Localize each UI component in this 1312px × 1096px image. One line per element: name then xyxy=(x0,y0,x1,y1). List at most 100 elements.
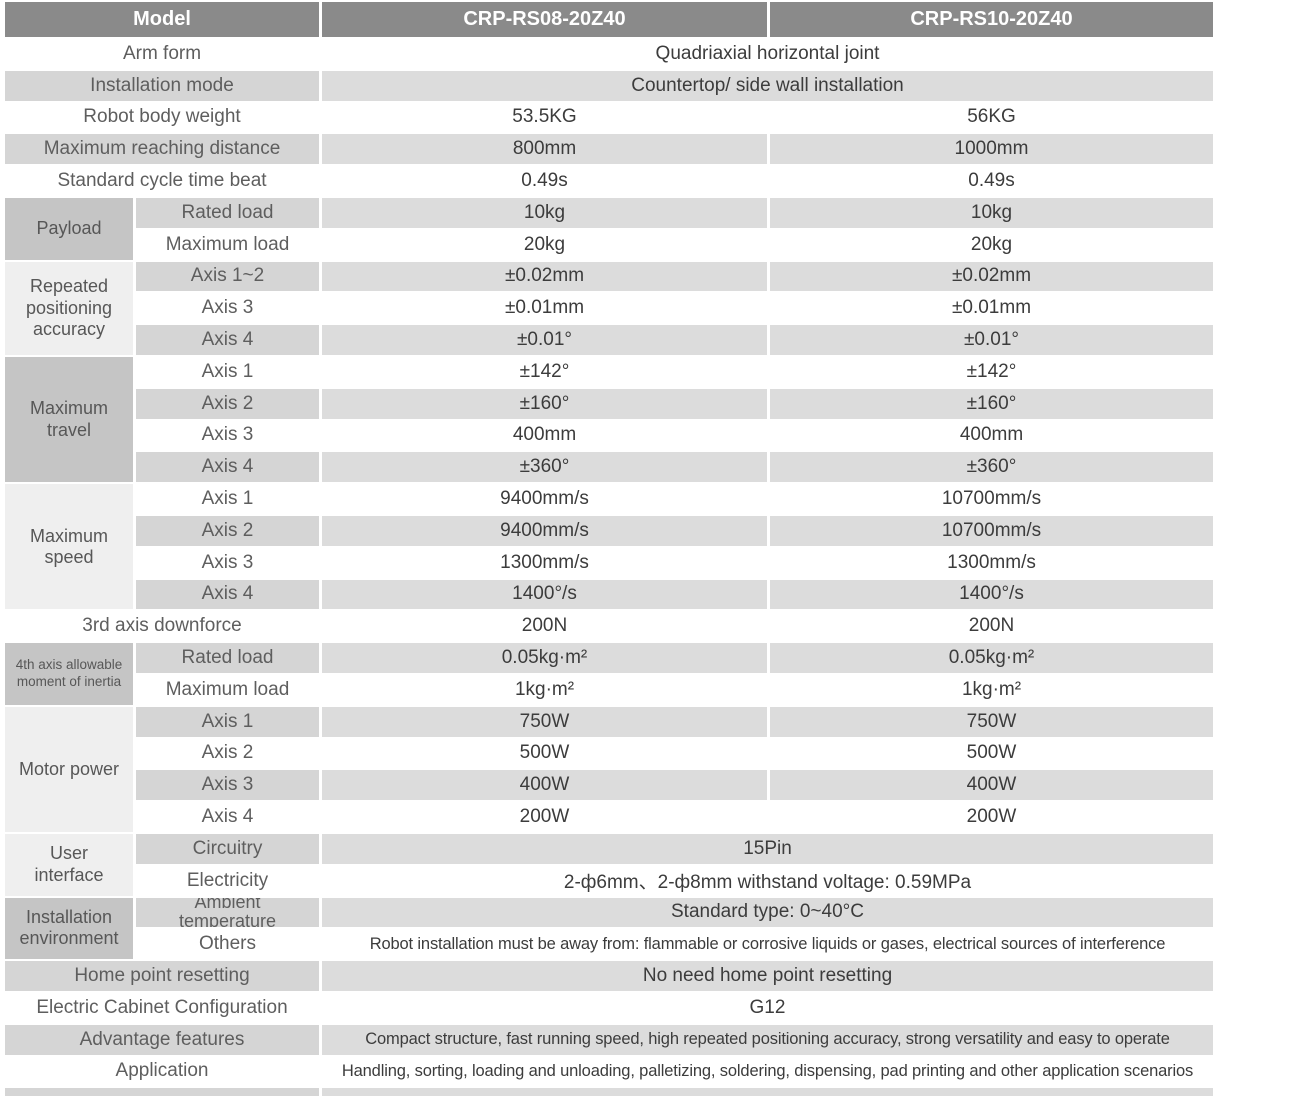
cell-value-model2: 20kg xyxy=(970,233,1013,255)
cell-value-model2: 1400°/s xyxy=(770,579,1213,610)
cell-value-merged: 15Pin xyxy=(322,833,1213,864)
row-label: Others xyxy=(198,933,257,955)
cell-value-model1: ±360° xyxy=(322,452,767,483)
cell-value-model2: 1000mm xyxy=(770,134,1213,165)
cell-value-merged: 2-ф6mm、2-ф8mm withstand voltage: 0.59MPa xyxy=(563,872,972,894)
row-label: Axis 1 xyxy=(136,706,319,737)
cell-value-model2: ±142° xyxy=(966,360,1017,382)
cell-value-model2: 0.49s xyxy=(968,170,1015,192)
cell-value-model2: 1kg·m² xyxy=(961,678,1022,700)
cell-value-model1: 800mm xyxy=(322,134,767,165)
cell-value-model2: 200W xyxy=(966,806,1017,828)
cell-value-model1: 0.49s xyxy=(521,170,568,192)
cell-value-model2: 400W xyxy=(770,770,1213,801)
cell-value-merged: G12 xyxy=(749,996,786,1018)
cell-value-merged: Standard type: 0~40°C xyxy=(322,897,1213,928)
cell-value-model1: 200N xyxy=(521,615,568,637)
row-label: Axis 4 xyxy=(201,806,254,828)
row-label: Arm form xyxy=(122,42,202,64)
cell-value-model2: ±160° xyxy=(770,388,1213,419)
row-label: Electric Cabinet Configuration xyxy=(36,996,288,1018)
row-label: Home point resetting xyxy=(5,961,319,991)
row-label: Rated load xyxy=(136,197,319,228)
cell-value-model2: 400mm xyxy=(959,424,1024,446)
row-label: Axis 3 xyxy=(201,551,254,573)
row-label: Axis 1 xyxy=(201,360,254,382)
row-label: Application xyxy=(115,1060,209,1082)
row-label: Axis 3 xyxy=(201,297,254,319)
row-label: Axis 1 xyxy=(201,488,254,510)
row-label: Standard cycle time beat xyxy=(57,170,267,192)
row-label: Ambient temperature xyxy=(136,897,319,928)
cell-value-model2: 10kg xyxy=(770,197,1213,228)
row-label: Axis 4 xyxy=(136,579,319,610)
row-label: Maximum load xyxy=(165,678,290,700)
cell-value-merged: Countertop/ side wall installation xyxy=(322,70,1213,101)
cell-value-model1: 400mm xyxy=(512,424,577,446)
row-label: Axis 2 xyxy=(136,388,319,419)
cell-value-merged: Quadriaxial horizontal joint xyxy=(655,42,880,64)
table-header: Model CRP-RS08-20Z40 CRP-RS10-20Z40 xyxy=(5,2,1213,37)
group-repeated-positioning-accuracy: Repeated positioning accuracy xyxy=(5,261,133,355)
cell-value-model2: 1300mm/s xyxy=(947,551,1036,573)
header-cell-model: Model xyxy=(5,2,319,37)
cell-value-model2: 10700mm/s xyxy=(941,488,1042,510)
cell-value-model1: 10kg xyxy=(322,197,767,228)
row-label: 3rd axis downforce xyxy=(82,615,242,637)
header-cell-crp-rs10: CRP-RS10-20Z40 xyxy=(770,2,1213,37)
cell-value-model2: ±0.01° xyxy=(770,325,1213,355)
group-installation-environment: Installation environment xyxy=(5,897,133,960)
cell-value-model1: ±0.02mm xyxy=(322,261,767,292)
row-label: Electricity xyxy=(186,869,269,891)
row-label: Axis 3 xyxy=(136,770,319,801)
cell-value-merged: No need home point resetting xyxy=(322,961,1213,991)
robot-spec-table: Model CRP-RS08-20Z40 CRP-RS10-20Z40 Arm … xyxy=(5,2,1213,1096)
cell-value-model2: ±360° xyxy=(770,452,1213,483)
group-motor-power: Motor power xyxy=(5,706,133,832)
row-label: Installation mode xyxy=(5,70,319,101)
cell-value-model2: 500W xyxy=(966,742,1017,764)
cell-value-model2: 200N xyxy=(968,615,1015,637)
header-cell-crp-rs08: CRP-RS08-20Z40 xyxy=(322,2,767,37)
cell-value-model1: ±0.01mm xyxy=(504,297,585,319)
cell-value-model1: ±160° xyxy=(322,388,767,419)
group-user-interface: User interface xyxy=(5,833,133,896)
row-label: Axis 2 xyxy=(201,742,254,764)
cell-value-model2: ±0.01mm xyxy=(951,297,1032,319)
cell-value-model2: ±0.02mm xyxy=(770,261,1213,292)
cell-value-model1: 400W xyxy=(322,770,767,801)
spec-grid: Arm form Quadriaxial horizontal joint Inst… xyxy=(5,39,1213,1096)
row-label: Axis 1~2 xyxy=(136,261,319,292)
group-maximum-travel: Maximum travel xyxy=(5,356,133,483)
cell-value-model1: 1300mm/s xyxy=(500,551,589,573)
cell-value-model1: ±142° xyxy=(519,360,570,382)
cell-value-model1: 53.5KG xyxy=(512,106,577,128)
cell-value-model1: 1400°/s xyxy=(322,579,767,610)
cell-value-merged: Compact structure, fast running speed, h… xyxy=(322,1024,1213,1055)
row-label: Axis 3 xyxy=(201,424,254,446)
cell-value-model2: 56KG xyxy=(967,106,1016,128)
cell-value-model2: 0.05kg·m² xyxy=(770,643,1213,673)
row-label: Maximum load xyxy=(165,233,290,255)
group-maximum-speed: Maximum speed xyxy=(5,484,133,610)
cell-value-model1: 9400mm/s xyxy=(500,488,589,510)
row-label: Axis 2 xyxy=(136,515,319,546)
cell-value-merged: Handling, sorting, loading and unloading… xyxy=(341,1061,1194,1080)
cell-value-model1: 9400mm/s xyxy=(322,515,767,546)
row-label: Circuitry xyxy=(136,833,319,864)
cell-value-model1: 0.05kg·m² xyxy=(322,643,767,673)
row-label: Axis 4 xyxy=(136,325,319,355)
cell-value-merged: Robot installation must be away from: fl… xyxy=(369,934,1166,953)
cell-value-model1: ±0.01° xyxy=(322,325,767,355)
group-payload: Payload xyxy=(5,197,133,260)
row-label: Rated load xyxy=(136,643,319,673)
cell-value-model1: 750W xyxy=(322,706,767,737)
row-label: Advantage features xyxy=(5,1024,319,1055)
row-label: Axis 4 xyxy=(136,452,319,483)
cell-value-model1: 1kg·m² xyxy=(514,678,575,700)
row-label: Maximum reaching distance xyxy=(5,134,319,165)
cell-value-merged xyxy=(322,1088,1213,1096)
cell-value-model1: 20kg xyxy=(523,233,566,255)
cell-value-model2: 10700mm/s xyxy=(770,515,1213,546)
